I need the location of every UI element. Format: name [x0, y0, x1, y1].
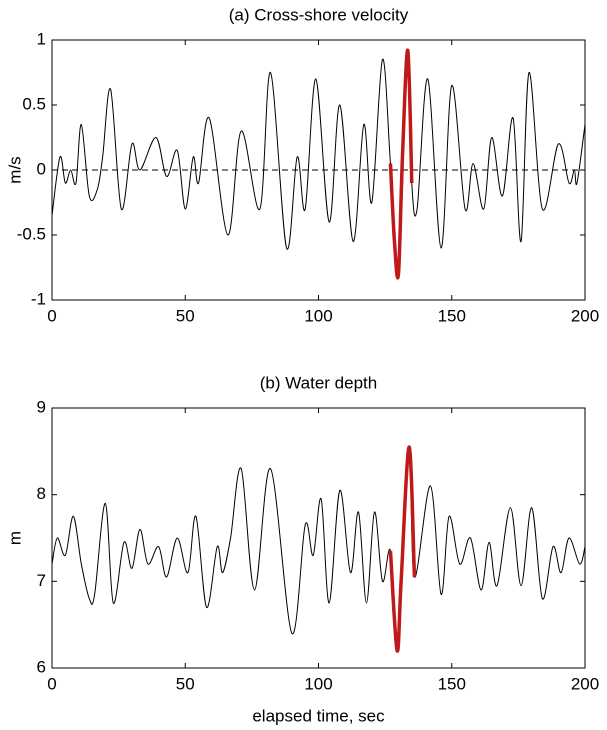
x-tick-label: 150 — [438, 306, 466, 325]
data-line — [51, 48, 586, 277]
y-tick-label: -0.5 — [17, 224, 46, 243]
y-tick-label: 9 — [37, 397, 46, 416]
x-tick-label: 100 — [304, 674, 332, 693]
y-tick-label: 6 — [37, 657, 46, 676]
y-tick-label: 8 — [37, 484, 46, 503]
data-line — [51, 446, 586, 652]
x-tick-label: 100 — [304, 306, 332, 325]
x-tick-label: 0 — [47, 306, 56, 325]
x-tick-label: 200 — [571, 674, 599, 693]
panel-title: (a) Cross-shore velocity — [229, 5, 409, 24]
x-tick-label: 50 — [176, 306, 195, 325]
y-axis-label: m/s — [5, 156, 24, 183]
axes-frame — [51, 39, 586, 301]
axes-frame — [51, 407, 586, 669]
x-tick-label: 150 — [438, 674, 466, 693]
x-tick-label: 0 — [47, 674, 56, 693]
y-tick-label: 0.5 — [22, 94, 46, 113]
y-tick-label: 7 — [37, 571, 46, 590]
x-tick-label: 50 — [176, 674, 195, 693]
y-tick-label: -1 — [31, 289, 46, 308]
y-tick-label: 1 — [37, 29, 46, 48]
x-tick-label: 200 — [571, 306, 599, 325]
y-tick-label: 0 — [37, 159, 46, 178]
panel-title: (b) Water depth — [260, 373, 377, 392]
data-line — [388, 445, 417, 653]
data-line — [388, 48, 414, 280]
x-axis-label: elapsed time, sec — [252, 706, 385, 725]
y-axis-label: m — [5, 531, 24, 545]
